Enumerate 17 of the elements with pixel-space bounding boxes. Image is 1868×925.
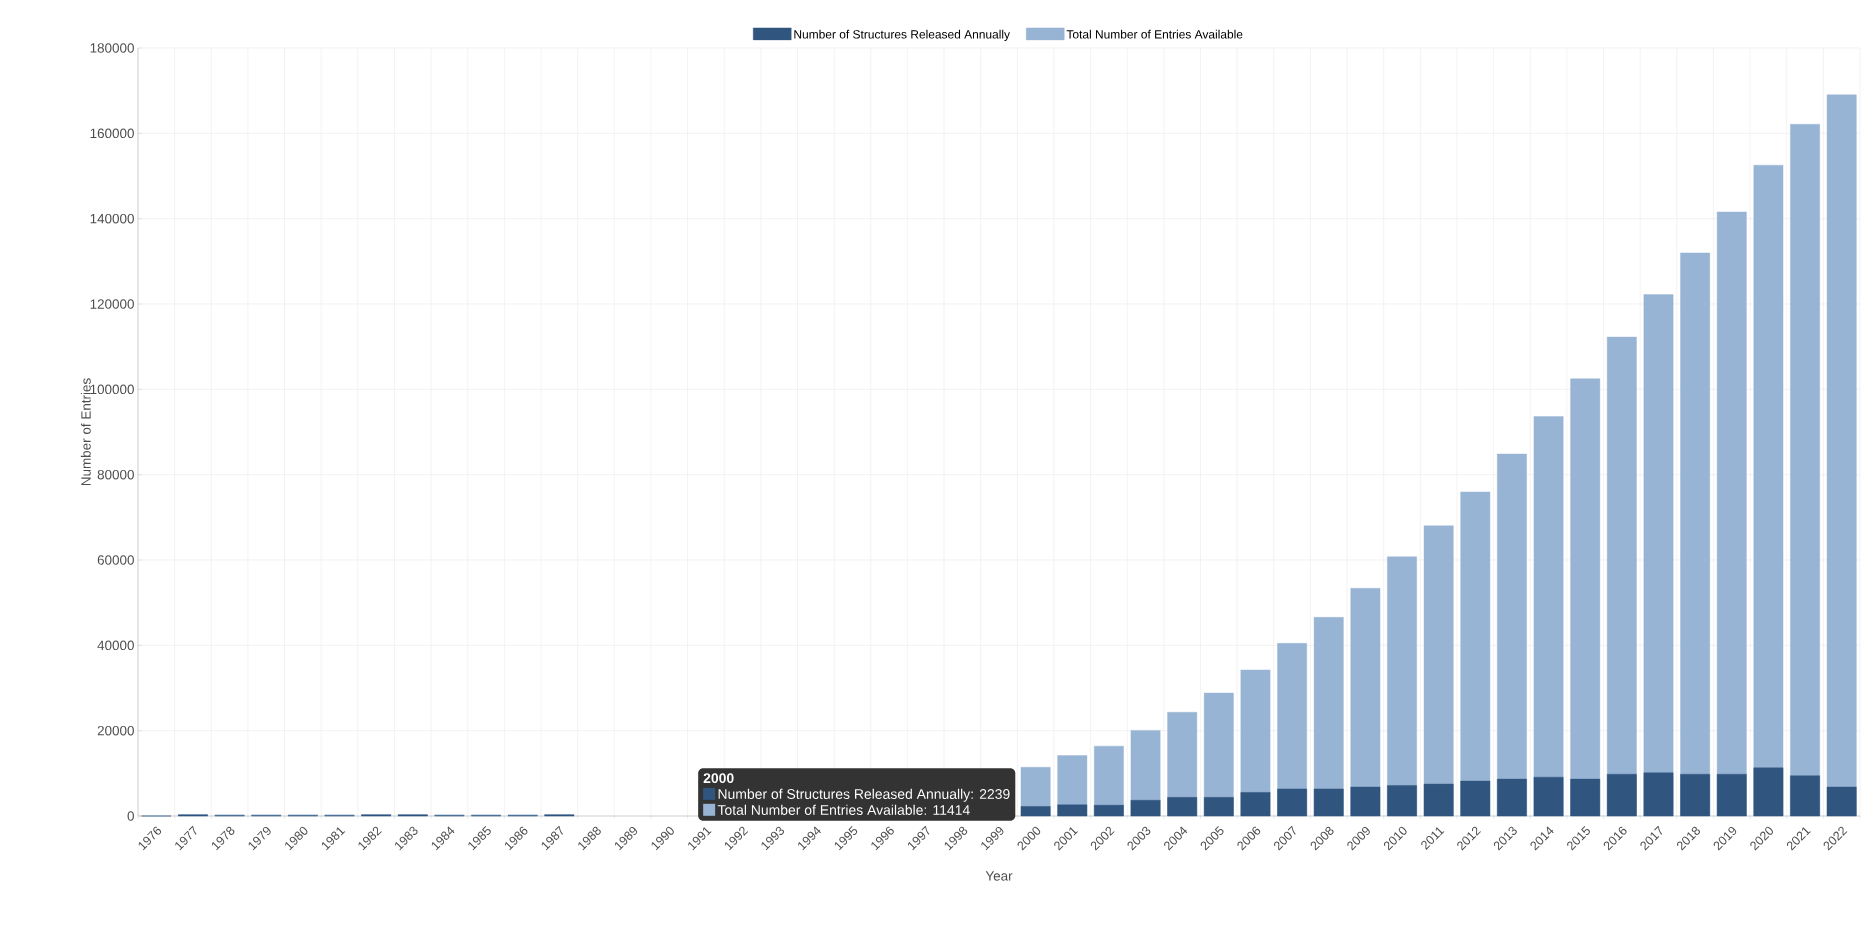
- y-axis-title: Number of Entries: [80, 378, 91, 486]
- y-tick-label: 60000: [97, 555, 134, 565]
- y-tick-label: 140000: [90, 213, 134, 224]
- y-tick-label: 100000: [90, 384, 134, 395]
- x-axis-title: Year: [985, 871, 1013, 881]
- y-tick-label: 120000: [90, 299, 134, 309]
- legend-label: Total Number of Entries Available: [1066, 29, 1243, 39]
- annotation: Total Number of Entries Available: 11414: [717, 804, 970, 815]
- annotation: Number of Structures Released Annually: 2239: [718, 788, 1010, 802]
- y-tick-label: 80000: [97, 469, 134, 480]
- legend-label: Number of Structures Released Annually: [794, 29, 1010, 41]
- y-tick-label: 0: [127, 811, 134, 821]
- y-tick-label: 40000: [97, 640, 134, 651]
- y-tick-label: 180000: [90, 43, 134, 53]
- annotation: 2000: [703, 773, 734, 784]
- y-tick-label: 160000: [90, 128, 134, 139]
- y-tick-label: 20000: [97, 725, 134, 736]
